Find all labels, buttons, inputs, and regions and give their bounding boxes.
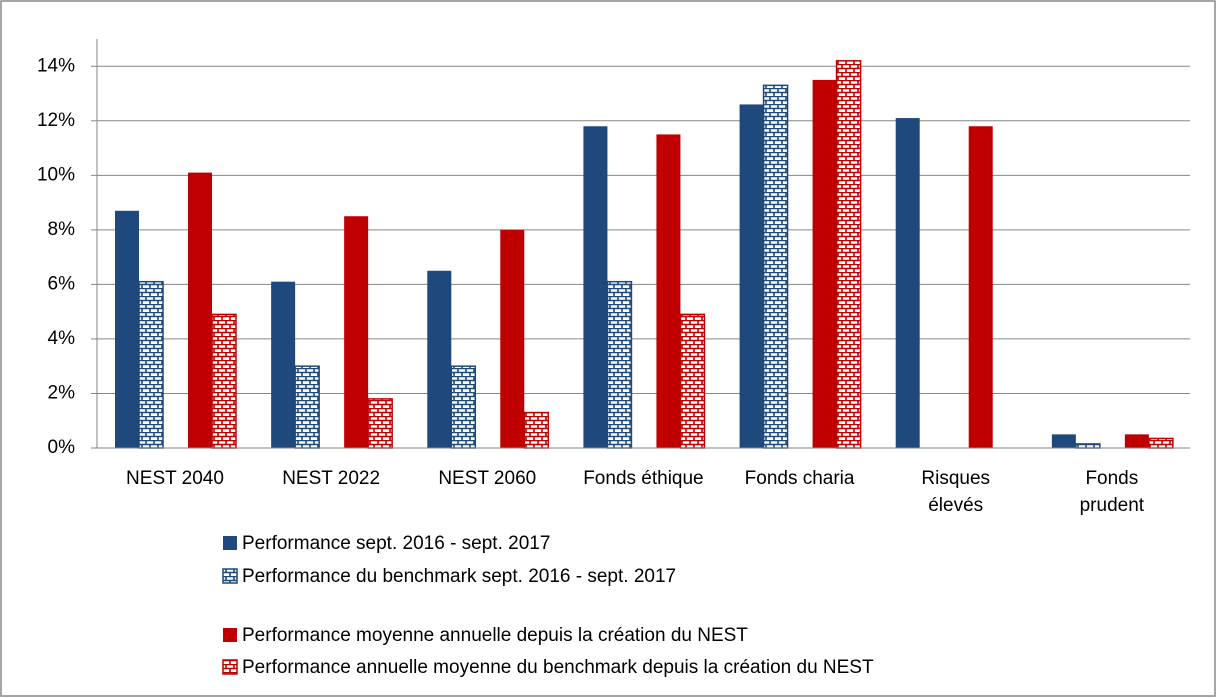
y-tick-label: 12% xyxy=(37,110,75,131)
x-tick-label: NEST 2022 xyxy=(282,468,381,489)
legend-label: Performance annuelle moyenne du benchmar… xyxy=(242,657,874,678)
bar xyxy=(211,313,237,449)
bar xyxy=(450,365,477,449)
bar xyxy=(188,172,212,448)
legend-swatch xyxy=(223,536,237,550)
bar xyxy=(271,281,296,448)
x-tick-label: Fonds éthique xyxy=(583,468,704,489)
bar xyxy=(895,118,920,448)
bar xyxy=(294,365,320,449)
bar xyxy=(739,104,764,448)
x-tick-label: Fonds charia xyxy=(744,468,855,489)
y-tick-label: 8% xyxy=(48,219,76,240)
y-tick-label: 14% xyxy=(37,55,75,76)
bar xyxy=(1075,443,1101,449)
bar xyxy=(523,411,550,449)
bar xyxy=(583,126,608,449)
y-tick-label: 2% xyxy=(48,382,76,403)
bar xyxy=(656,134,681,448)
x-tick-label: Fonds prudent xyxy=(1079,468,1145,516)
bar xyxy=(1124,434,1149,448)
bar xyxy=(427,270,452,448)
bar xyxy=(968,126,993,449)
bar xyxy=(812,79,837,449)
x-tick-label: NEST 2060 xyxy=(438,468,537,489)
x-tick-label: NEST 2040 xyxy=(126,468,224,489)
bar xyxy=(138,280,164,449)
bar xyxy=(679,313,706,449)
bar xyxy=(500,229,525,448)
legend-swatch xyxy=(223,628,237,642)
bar xyxy=(606,280,633,449)
legend-swatch xyxy=(222,568,238,584)
legend-swatch xyxy=(222,659,238,675)
y-tick-label: 10% xyxy=(37,164,75,185)
legend-label: Performance du benchmark sept. 2016 - se… xyxy=(242,566,676,587)
bar xyxy=(762,84,789,449)
bar xyxy=(1148,437,1174,449)
bar xyxy=(835,60,862,449)
bar xyxy=(344,216,369,448)
legend-label: Performance sept. 2016 - sept. 2017 xyxy=(242,533,550,554)
bar xyxy=(367,398,393,449)
y-tick-label: 4% xyxy=(48,328,76,349)
bar xyxy=(1051,434,1076,448)
y-tick-label: 0% xyxy=(48,437,76,458)
y-tick-label: 6% xyxy=(48,273,76,294)
legend-label: Performance moyenne annuelle depuis la c… xyxy=(242,625,748,646)
x-tick-label: Risques élevés xyxy=(921,468,991,516)
bar xyxy=(115,210,139,448)
